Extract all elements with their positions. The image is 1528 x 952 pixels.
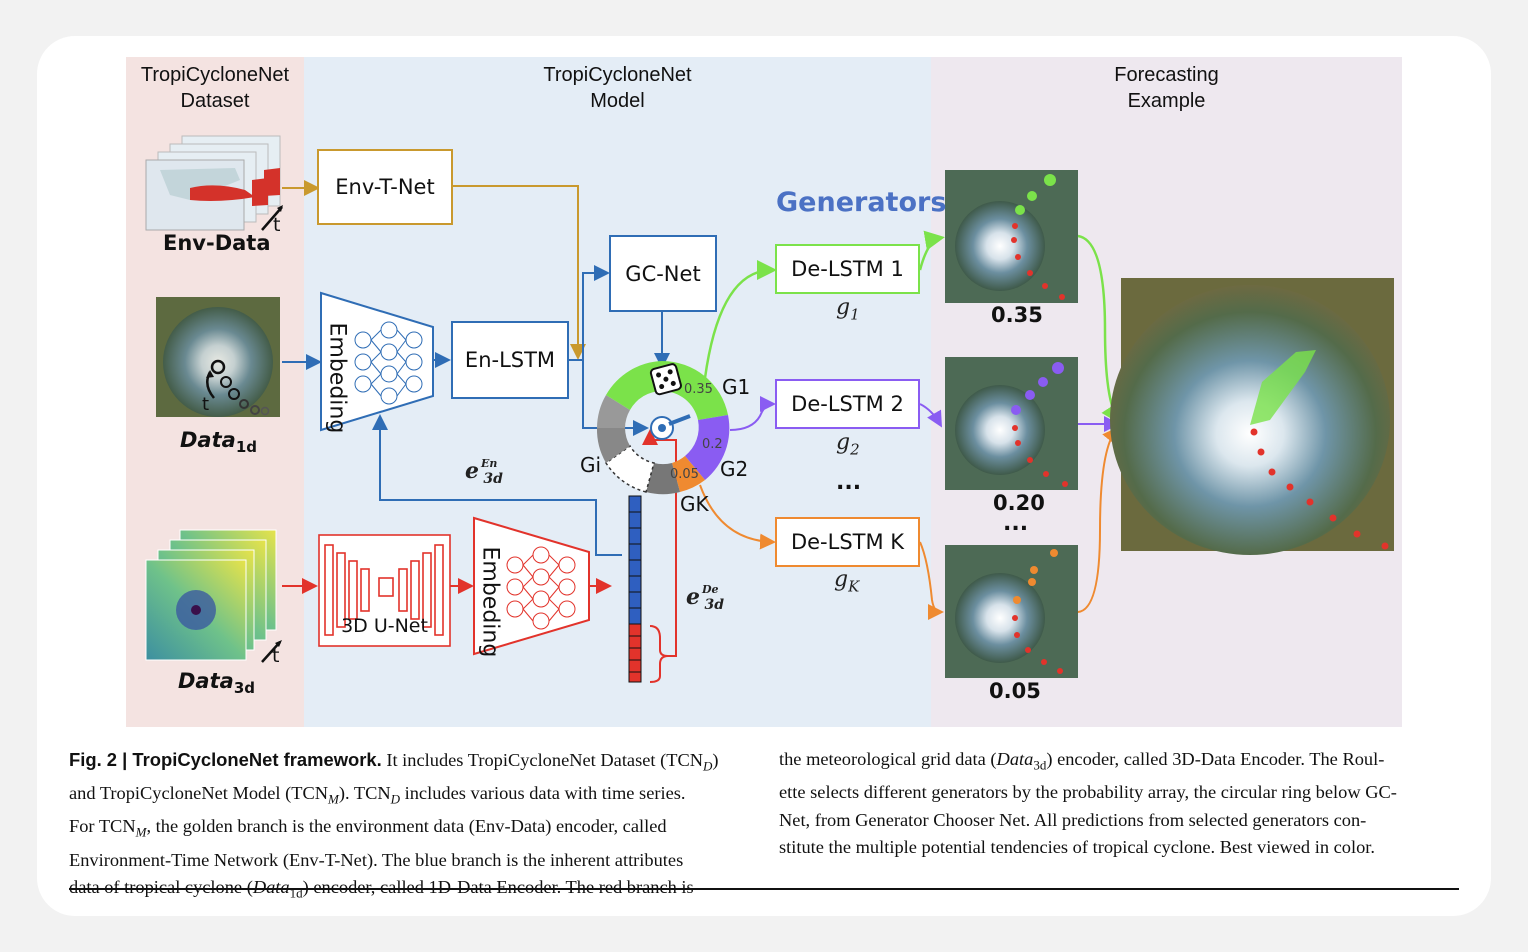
data1d-time-label: t: [202, 394, 210, 415]
forecast-image-2: [945, 357, 1078, 490]
g1-label: g1: [836, 295, 860, 324]
embeding-bottom-label: Embeding: [477, 546, 503, 658]
caption-right: the meteorological grid data (Data3d) en…: [779, 749, 1397, 858]
env-t-net-box: Env-T-Net: [317, 149, 453, 225]
env-data-image: [145, 135, 283, 231]
roulette-g1-label: G1: [722, 375, 751, 399]
g2-label: g2: [836, 430, 860, 459]
forecast-prob-2: 0.20: [993, 491, 1045, 515]
gk-label: gK: [834, 567, 860, 596]
de-lstm-k-box: De-LSTM K: [775, 517, 920, 567]
data3d-label: Data3d: [178, 669, 255, 698]
env-data-label: Env-Data: [163, 231, 271, 255]
en-lstm-box: En-LSTM: [451, 321, 569, 399]
forecast-prob-k: 0.05: [989, 679, 1041, 703]
roulette-p1: 0.35: [684, 382, 713, 397]
data3d-time-label: t: [272, 645, 280, 667]
data1d-label: Data1d: [180, 428, 257, 457]
gc-net-box: GC-Net: [609, 235, 717, 312]
generators-ellipsis: ...: [836, 470, 862, 495]
caption-left: Fig. 2 | TropiCycloneNet framework. It i…: [69, 749, 719, 901]
figure-label: Fig. 2 | TropiCycloneNet framework.: [69, 749, 382, 770]
unet-label: 3D U-Net: [341, 615, 428, 637]
env-data-time-label: t: [273, 214, 281, 236]
data1d-image: [156, 297, 280, 417]
forecast-image-k: [945, 545, 1078, 678]
embedding-vector: [628, 495, 642, 683]
data3d-image: [145, 529, 282, 663]
example-panel-title: Forecasting Example: [1114, 64, 1219, 112]
embeding-top-label: Embeding: [324, 322, 350, 434]
forecast-ellipsis: ...: [1003, 511, 1029, 536]
de-lstm-1-box: De-LSTM 1: [775, 244, 920, 294]
roulette-pk: 0.05: [670, 467, 699, 482]
dataset-panel-title: TropiCycloneNet Dataset: [140, 64, 290, 112]
embeding-top-shape: [320, 291, 434, 432]
de-lstm-2-box: De-LSTM 2: [775, 379, 920, 429]
embeding-bottom-shape: [473, 516, 590, 656]
final-forecast-image: [1110, 278, 1394, 555]
generators-title: Generators: [776, 187, 947, 218]
roulette-g2-label: G2: [720, 457, 749, 481]
unet-shape: [318, 534, 451, 647]
roulette-wheel: [596, 360, 730, 495]
e-de-label: e De3d: [686, 583, 725, 613]
forecast-image-1: [945, 170, 1078, 303]
caption-rule: [69, 888, 1459, 890]
roulette-p2: 0.2: [702, 437, 723, 452]
forecast-prob-1: 0.35: [991, 303, 1043, 327]
e-en-label: e En3d: [465, 457, 503, 487]
roulette-gi-label: Gi: [580, 453, 602, 477]
model-panel-title: TropiCycloneNet Model: [543, 64, 692, 112]
roulette-gk-label: GK: [680, 492, 709, 516]
